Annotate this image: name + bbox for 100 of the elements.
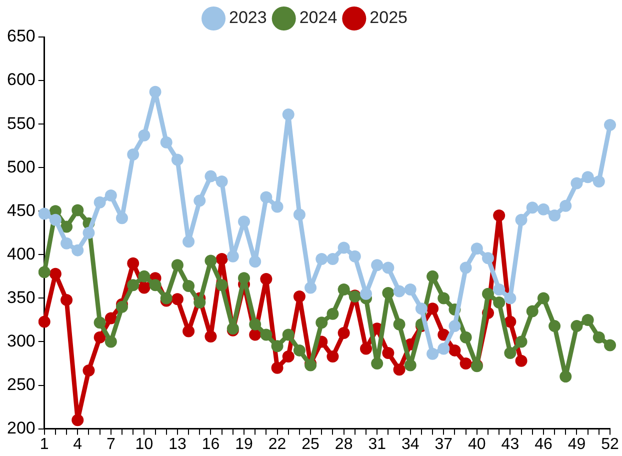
point	[238, 272, 250, 284]
point	[570, 177, 583, 190]
point	[360, 288, 372, 300]
point	[493, 296, 506, 309]
y-tick-label: 600	[6, 70, 36, 90]
point	[149, 86, 162, 98]
point	[72, 204, 84, 216]
point	[194, 194, 206, 207]
point	[426, 348, 439, 360]
x-tick-label: 10	[135, 436, 154, 453]
point	[104, 336, 117, 348]
point	[560, 200, 572, 212]
point	[49, 214, 62, 226]
point	[382, 262, 394, 274]
point	[271, 340, 284, 352]
point	[604, 339, 616, 352]
point	[460, 262, 472, 274]
point	[382, 286, 394, 299]
point	[271, 200, 284, 213]
point	[271, 362, 284, 374]
point	[482, 252, 494, 264]
point	[371, 358, 384, 370]
point	[493, 283, 506, 296]
point	[182, 325, 195, 338]
point	[38, 208, 50, 220]
point	[116, 300, 128, 313]
y-tick-label: 250	[6, 374, 36, 394]
point	[38, 316, 50, 328]
point	[604, 118, 616, 131]
point	[592, 331, 605, 344]
point	[204, 254, 217, 267]
point	[260, 273, 272, 286]
point	[515, 354, 528, 367]
x-tick-label: 43	[501, 436, 520, 453]
point	[582, 171, 594, 184]
point	[282, 350, 294, 363]
point	[316, 253, 328, 266]
point	[104, 189, 117, 202]
point	[415, 302, 428, 315]
point	[548, 320, 561, 332]
point	[404, 359, 416, 372]
x-tick-label: 37	[434, 436, 453, 453]
point	[493, 209, 506, 222]
point	[204, 170, 217, 182]
point	[249, 318, 262, 330]
point	[127, 279, 140, 292]
point	[304, 282, 317, 294]
x-tick-label: 22	[268, 436, 286, 453]
x-tick-label: 7	[106, 436, 116, 453]
point	[138, 282, 150, 294]
x-tick-label: 25	[302, 436, 320, 453]
point	[426, 302, 439, 315]
point	[504, 316, 516, 328]
point	[515, 336, 528, 348]
point	[194, 296, 206, 309]
x-tick-label: 19	[235, 436, 253, 453]
point	[592, 176, 605, 188]
y-tick-label: 200	[6, 418, 36, 438]
point	[260, 191, 272, 204]
point	[560, 370, 572, 383]
legend-label: 2024	[299, 8, 338, 28]
point	[282, 108, 294, 120]
point	[127, 257, 140, 270]
point	[104, 312, 117, 324]
point	[338, 242, 350, 254]
point	[404, 283, 416, 296]
point	[60, 237, 73, 250]
x-tick-label: 46	[534, 436, 552, 453]
point	[82, 364, 95, 376]
point	[282, 328, 294, 341]
y-tick-label: 550	[6, 114, 36, 133]
point	[160, 136, 172, 148]
legend-label: 2023	[229, 8, 267, 28]
point	[426, 270, 439, 282]
x-tick-label: 31	[368, 436, 386, 453]
point	[216, 253, 228, 266]
point	[171, 259, 184, 272]
point	[537, 292, 550, 304]
point	[371, 259, 384, 272]
point	[38, 266, 50, 278]
point	[448, 344, 461, 356]
point	[537, 203, 550, 216]
legend-label: 2025	[370, 8, 408, 28]
point	[94, 196, 106, 208]
point	[216, 176, 228, 188]
y-tick-label: 650	[6, 26, 36, 46]
point	[49, 268, 62, 280]
point	[260, 328, 272, 341]
point	[548, 209, 561, 222]
point	[127, 148, 140, 161]
point	[438, 292, 450, 304]
point	[316, 316, 328, 329]
point	[326, 350, 339, 363]
x-tick-label: 16	[202, 436, 220, 453]
point	[582, 314, 594, 326]
point	[526, 202, 538, 214]
point	[338, 283, 350, 296]
point	[60, 220, 73, 233]
point	[293, 344, 306, 356]
point	[116, 212, 128, 224]
